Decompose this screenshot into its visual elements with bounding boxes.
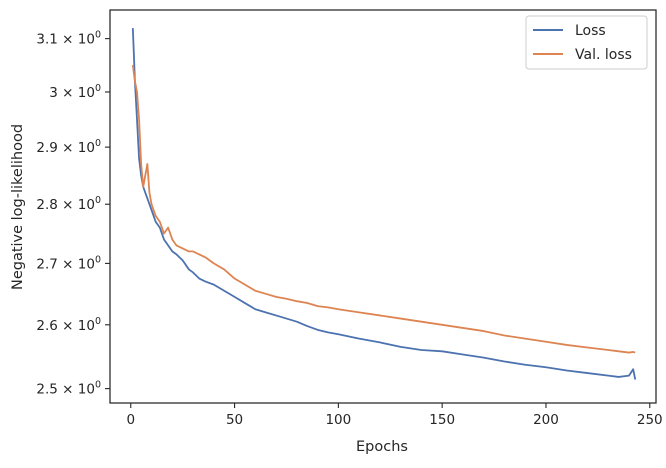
x-axis-title: Epochs: [356, 439, 408, 455]
legend-label-val-loss: Val. loss: [575, 47, 632, 63]
legend-label-loss: Loss: [575, 23, 606, 39]
y-tick-label: 2.8 × 100: [36, 195, 101, 213]
y-tick-label: 2.5 × 100: [36, 380, 101, 398]
x-tick-label: 100: [325, 412, 351, 428]
plot-frame: [109, 9, 657, 404]
plot-area: [110, 10, 656, 403]
y-tick-label: 2.6 × 100: [36, 316, 101, 334]
x-tick-label: 0: [126, 412, 135, 428]
y-tick-label: 2.7 × 100: [36, 254, 101, 272]
x-axis: 0 50 100 150 200 250: [126, 403, 663, 428]
series-line-val-loss: [131, 64, 636, 354]
y-tick-label: 2.9 × 100: [36, 138, 101, 156]
x-tick-label: 150: [429, 412, 455, 428]
y-tick-label: 3 × 100: [49, 83, 101, 101]
y-tick-label: 3.1 × 100: [36, 30, 101, 48]
series-layer: [131, 28, 637, 380]
x-tick-label: 50: [226, 412, 243, 428]
x-tick-label: 250: [637, 412, 663, 428]
y-axis-title: Negative log-likelihood: [10, 124, 26, 290]
y-axis: 2.5 × 100 2.6 × 100 2.7 × 100 2.8 × 100 2.9 …: [36, 30, 110, 398]
x-tick-label: 200: [533, 412, 559, 428]
legend: Loss Val. loss: [525, 15, 648, 70]
series-line-loss: [131, 28, 637, 380]
